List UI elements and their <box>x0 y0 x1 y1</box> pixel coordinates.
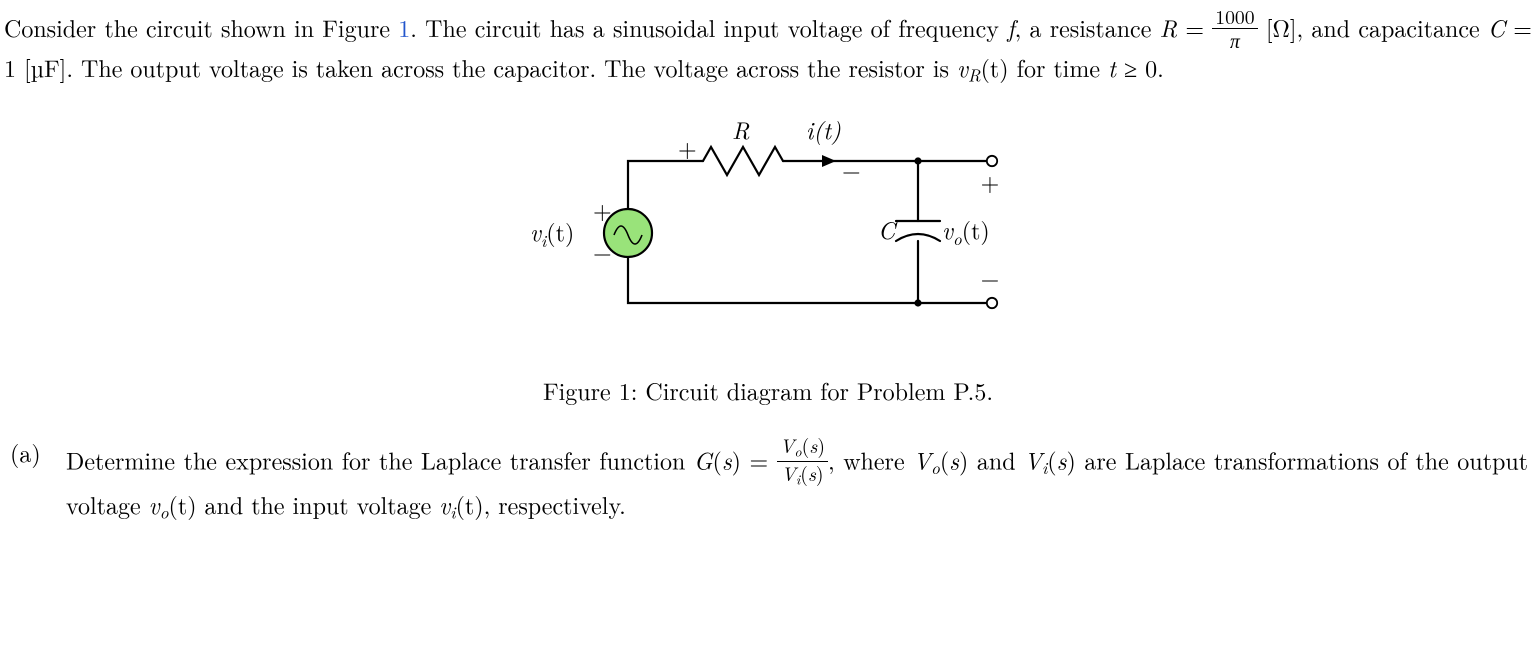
units-ohm-text: [Ω], and capacitance <box>1258 10 1488 44</box>
circuit-diagram-svg: vi(t) + − + − R i(t) C vo(t) + − <box>488 117 1048 347</box>
figure-caption: Figure 1: Circuit diagram for Problem P.… <box>4 373 1532 408</box>
part-a: (a) Determine the expression for the Lap… <box>4 435 1532 525</box>
var-C: C <box>1488 10 1505 44</box>
pa-vo-arg: (t) <box>169 487 197 521</box>
figure-reference-link[interactable]: 1 <box>398 10 410 44</box>
fraction-1000-over-pi: 1000π <box>1212 6 1257 50</box>
figure-1: vi(t) + − + − R i(t) C vo(t) + − Figure … <box>4 117 1532 408</box>
intro-tail: for time <box>1009 50 1108 84</box>
label-i: i(t) <box>806 117 841 146</box>
tf-num-V: V <box>780 431 795 459</box>
eq-sign-1: = <box>1177 10 1212 44</box>
tf-num-arg: (s) <box>802 431 825 459</box>
label-vo: vo(t) <box>942 212 990 250</box>
problem-page: Consider the circuit shown in Figure 1. … <box>0 0 1536 545</box>
var-t: t <box>1108 50 1116 84</box>
var-f: f <box>1007 10 1014 44</box>
pa-eq: = <box>741 443 777 477</box>
var-vR-arg: (t) <box>981 50 1009 84</box>
pa-vi-arg: (t) <box>456 487 484 521</box>
part-a-label: (a) <box>4 435 66 470</box>
pa-t1: Determine the expression for the Laplace… <box>66 443 694 477</box>
var-R: R <box>1160 10 1178 44</box>
intro-paragraph: Consider the circuit shown in Figure 1. … <box>4 6 1532 89</box>
pa-Vo-V: V <box>913 443 931 477</box>
label-C: C <box>878 212 898 246</box>
pa-t2: , where <box>828 443 913 477</box>
pa-Vo-sub: o <box>931 456 940 480</box>
intro-mid1: . The circuit has a sinusoidal input vol… <box>410 10 1007 44</box>
tf-den-V: V <box>781 459 796 487</box>
pa-vo-v: v <box>149 487 160 521</box>
pa-and: and <box>968 443 1024 477</box>
label-vr-plus: + <box>678 130 697 164</box>
tf-den-arg: (s) <box>800 459 823 487</box>
pa-Vi-V: V <box>1024 443 1042 477</box>
label-src-minus: − <box>593 234 612 268</box>
pa-Vi-arg: (s) <box>1047 443 1076 477</box>
pa-Gs: (s) <box>712 443 741 477</box>
pa-t4: and the input voltage <box>197 487 440 521</box>
intro-tail2: ≥ 0. <box>1116 50 1164 84</box>
pa-vo-sub: o <box>160 500 169 524</box>
intro-mid2: , a resistance <box>1015 10 1160 44</box>
fraction-den: π <box>1212 29 1257 51</box>
pa-vi-v: v <box>439 487 450 521</box>
intro-pre: Consider the circuit shown in Figure <box>4 10 398 44</box>
transfer-fraction: Vo(s)Vi(s) <box>777 435 828 487</box>
part-a-body: Determine the expression for the Laplace… <box>66 435 1532 525</box>
pa-t5: , respectively. <box>484 487 626 521</box>
var-vR-v: v <box>957 50 968 84</box>
label-vi: vi(t) <box>530 214 574 252</box>
label-R: R <box>732 117 750 146</box>
pa-G: G <box>694 443 713 477</box>
label-out-minus: − <box>981 260 1000 294</box>
label-out-plus: + <box>981 164 1000 198</box>
pa-Vo-arg: (s) <box>940 443 969 477</box>
label-vr-minus: − <box>842 152 861 186</box>
var-vR-sub: R <box>968 64 981 88</box>
label-src-plus: + <box>593 192 612 226</box>
